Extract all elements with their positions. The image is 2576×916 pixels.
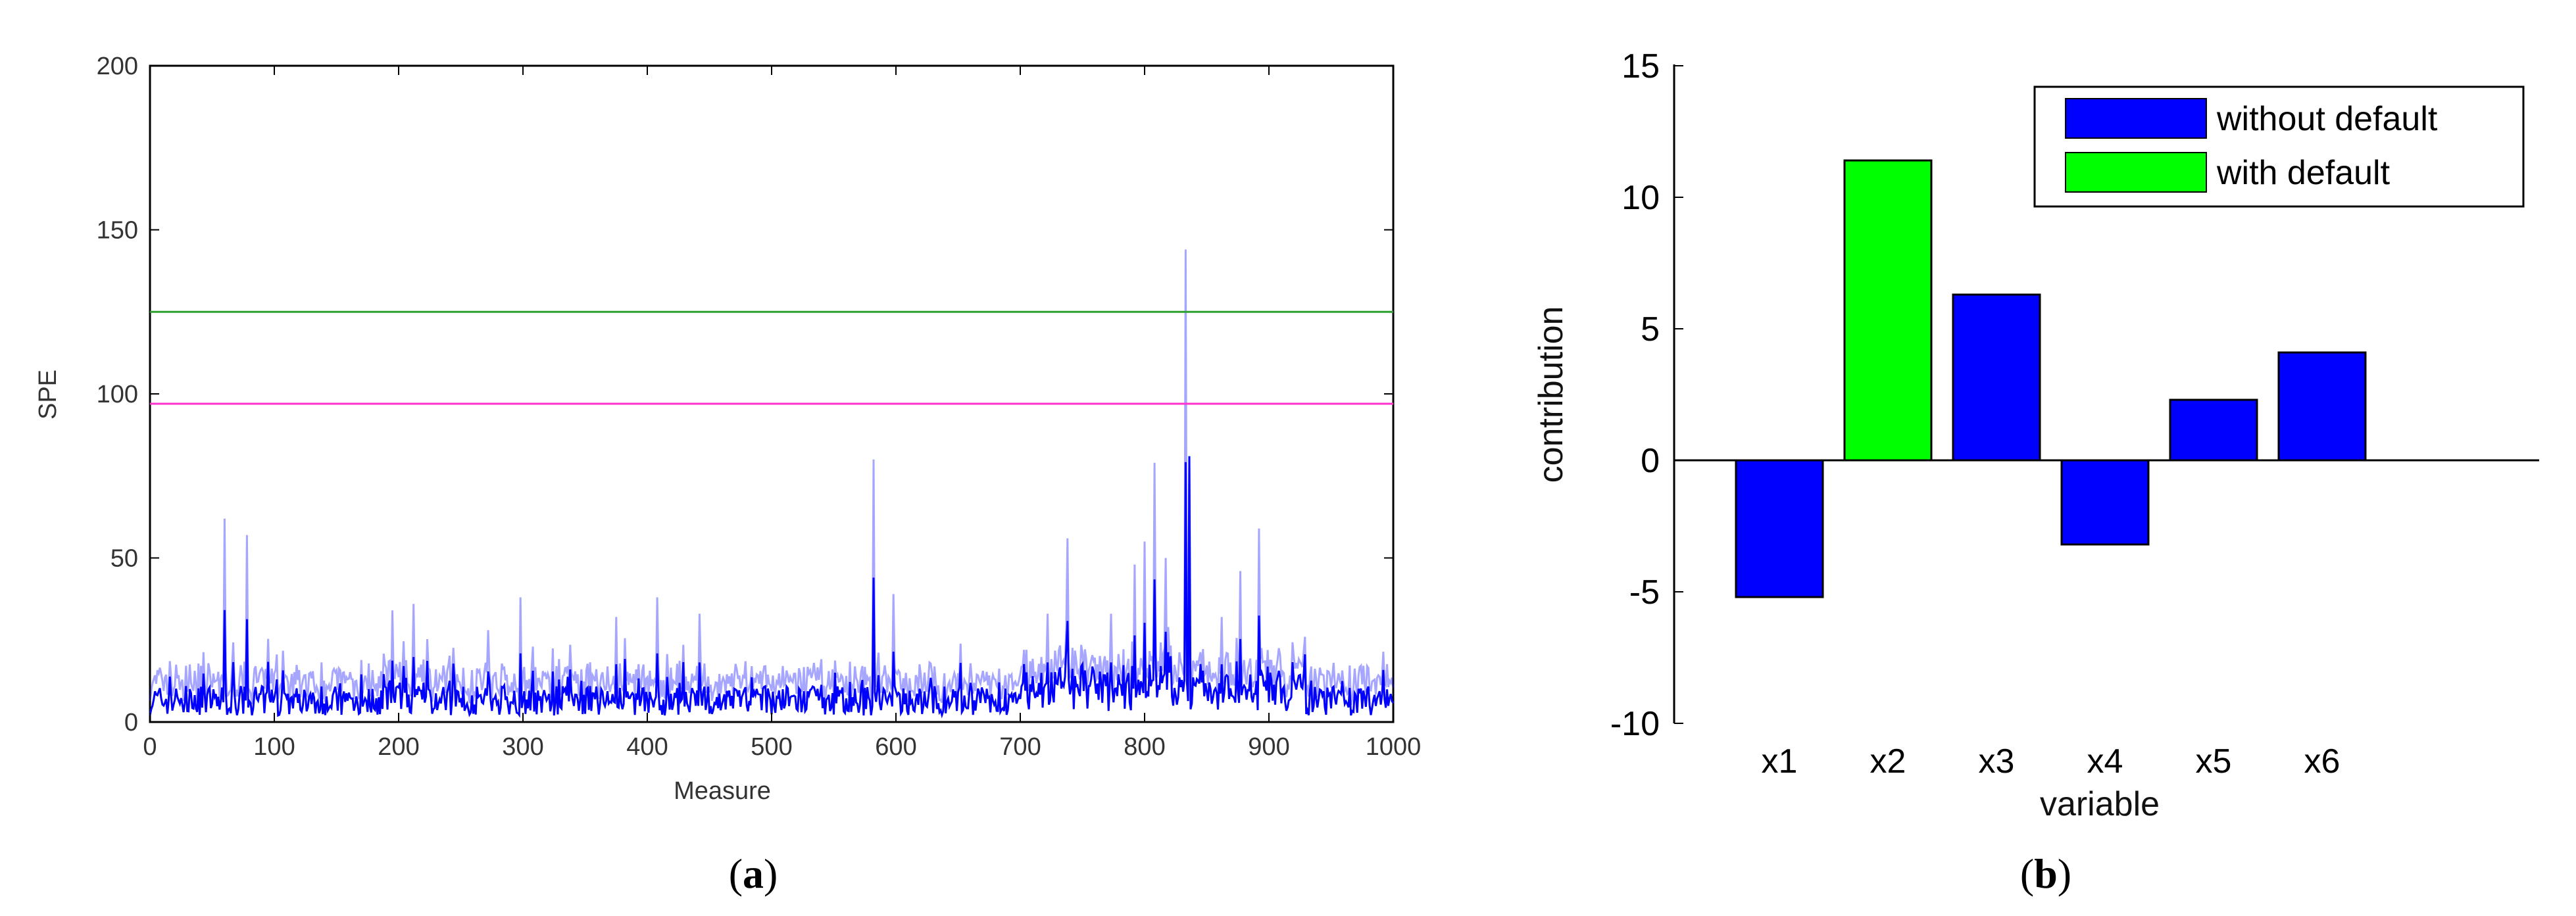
panel-b-x-ticks: x1 x2 x3 x4 x5 x6: [1762, 742, 2341, 781]
bar-x5: [2169, 398, 2258, 462]
y-tick-label: 5: [1641, 310, 1660, 349]
panel-b-y-ticks: -10 -5 0 5 10 15: [1610, 47, 1683, 743]
x-tick-label: 500: [751, 733, 792, 761]
y-tick-label: -5: [1629, 573, 1660, 612]
x-tick-label: 800: [1124, 733, 1165, 761]
bar-x1: [1735, 459, 1824, 598]
x-tick-label: 200: [378, 733, 419, 761]
panel-b-caption: (b): [2020, 850, 2071, 897]
y-tick-label: 0: [1641, 442, 1660, 480]
y-tick-label: -10: [1610, 705, 1660, 743]
panel-a-y-axis-label: SPE: [34, 370, 62, 420]
y-tick-label: 200: [97, 53, 138, 80]
x-tick-label-x1: x1: [1762, 742, 1798, 781]
panel-b-y-axis-label: contribution: [1532, 306, 1570, 483]
legend-label-with-default: with default: [2216, 154, 2390, 192]
x-tick-label: 300: [502, 733, 543, 761]
panel-a-x-ticks: 0 100 200 300 400 500 600 700 800 900 1000: [143, 66, 1421, 761]
x-tick-label: 100: [253, 733, 295, 761]
bar-x2: [1843, 159, 1933, 462]
legend-swatch-without-default: [2065, 98, 2207, 139]
y-tick-label: 150: [97, 217, 138, 245]
y-tick-label: 100: [97, 381, 138, 408]
y-tick-label: 10: [1622, 179, 1660, 217]
legend-label-without-default: without default: [2216, 100, 2438, 138]
panel-b-x-axis-label: variable: [2040, 785, 2160, 823]
y-tick-label: 50: [111, 545, 138, 573]
x-tick-label: 700: [999, 733, 1041, 761]
panel-b-legend: without default with default: [2033, 85, 2525, 208]
spe-series-light: [149, 249, 1395, 706]
bar-x3: [1952, 293, 2041, 462]
panel-b-bars: [1735, 159, 2367, 598]
x-tick-label-x4: x4: [2087, 742, 2123, 781]
x-tick-label: 0: [143, 733, 157, 761]
x-tick-label-x3: x3: [1979, 742, 2015, 781]
y-tick-label: 15: [1622, 47, 1660, 85]
x-tick-label-x5: x5: [2196, 742, 2232, 781]
panel-a-caption: (a): [729, 850, 778, 897]
x-tick-label: 600: [875, 733, 916, 761]
x-tick-label: 900: [1248, 733, 1289, 761]
panel-a-x-axis-label: Measure: [674, 777, 771, 805]
panel-a-plot-frame: [149, 64, 1395, 723]
y-tick-label: 0: [124, 709, 138, 736]
x-tick-label-x2: x2: [1870, 742, 1906, 781]
bar-x6: [2277, 351, 2367, 462]
panel-a-spe-chart: 0 100 200 300 400 500 600 700 800 900 1000 0 50 100 1…: [34, 53, 1421, 897]
panel-b-contribution-chart: -10 -5 0 5 10 15 x1 x2 x3 x4 x5 x6 variable contri…: [1532, 47, 2539, 897]
panel-a-threshold-lines: [150, 310, 1393, 405]
panel-a-y-ticks: 0 50 100 150 200: [97, 53, 1393, 736]
x-tick-label: 1000: [1366, 733, 1422, 761]
legend-swatch-with-default: [2065, 152, 2207, 193]
x-tick-label: 400: [626, 733, 668, 761]
bar-x4: [2060, 459, 2150, 546]
x-tick-label-x6: x6: [2304, 742, 2341, 781]
